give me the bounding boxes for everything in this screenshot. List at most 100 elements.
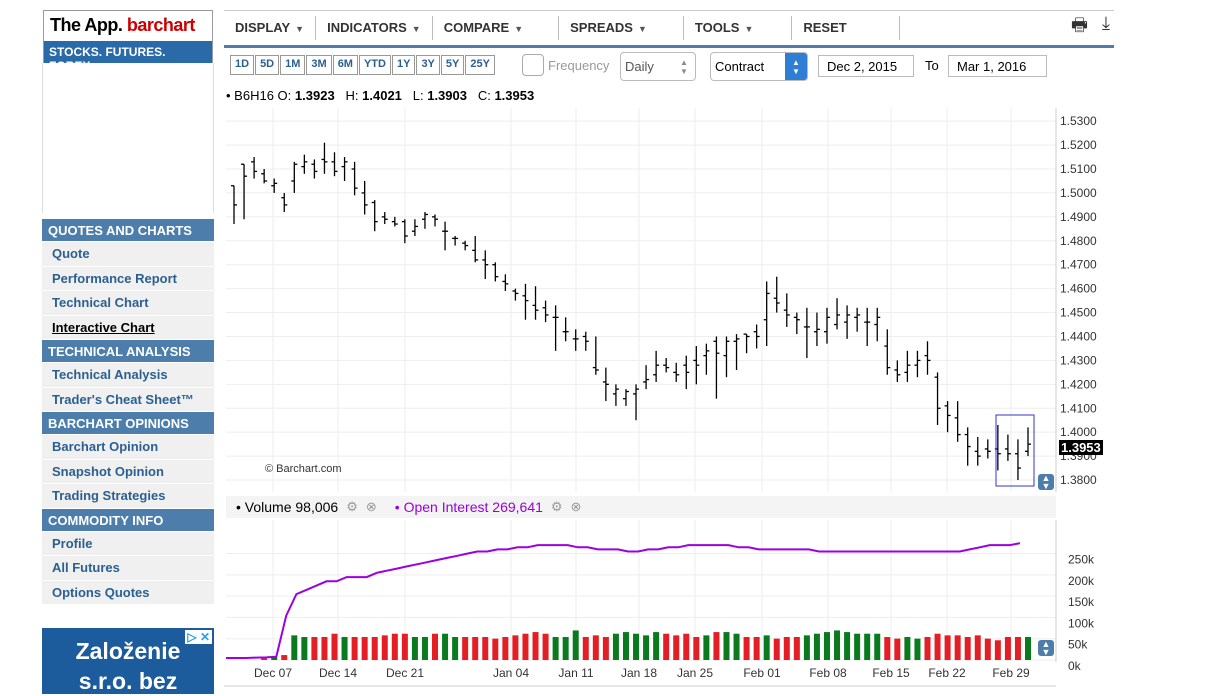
period-button[interactable]: 25Y	[465, 55, 495, 75]
volume-bar	[763, 635, 770, 660]
nav-link[interactable]: Barchart Opinion	[42, 435, 214, 460]
volume-bar	[703, 635, 710, 660]
scroll-arrows-icon[interactable]: ▲ ▼	[1038, 474, 1054, 491]
volume-bar	[803, 635, 810, 660]
volume-bar	[301, 637, 308, 660]
volume-bar	[723, 632, 730, 660]
volume-bar	[773, 638, 780, 660]
tools-menu[interactable]: TOOLS ▼	[684, 16, 793, 40]
select-arrows-icon: ▲ ▼	[785, 53, 807, 80]
volume-bar	[442, 633, 449, 660]
nav-link[interactable]: Interactive Chart	[42, 315, 214, 340]
volume-bar	[311, 637, 318, 660]
close-icon[interactable]: ⊗	[365, 499, 377, 514]
period-button[interactable]: 3M	[306, 55, 332, 75]
period-button[interactable]: 5Y	[440, 55, 465, 75]
ad-banner[interactable]: ▷ ✕ Založenie s.r.o. bez	[42, 628, 214, 694]
selection-box	[995, 414, 1035, 487]
volume-bar	[954, 635, 961, 660]
ad-close-icon[interactable]: ▷ ✕	[185, 630, 212, 644]
nav-link[interactable]: Quote	[42, 242, 214, 267]
volume-bar	[964, 637, 971, 660]
y-tick-label: 1.5100	[1060, 162, 1097, 176]
volume-bar	[321, 637, 328, 660]
volume-bar	[572, 630, 579, 660]
volume-bar	[823, 632, 830, 660]
nav-link[interactable]: Trader's Cheat Sheet™	[42, 387, 214, 412]
volume-bar	[743, 637, 750, 660]
frequency-toggle[interactable]: Frequency	[522, 54, 609, 76]
y-tick-label: 250k	[1068, 553, 1095, 567]
frequency-label: Frequency	[548, 57, 610, 73]
print-icon[interactable]: 🖶	[1071, 15, 1089, 35]
volume-bar	[492, 638, 499, 660]
volume-bar	[452, 637, 459, 660]
volume-bar	[994, 640, 1001, 660]
ohlc-readout: • B6H16 O: 1.3923 H: 1.4021 L: 1.3903 C:…	[226, 88, 535, 103]
volume-bar	[793, 637, 800, 660]
indicators-menu[interactable]: INDICATORS ▼	[316, 16, 433, 40]
volume-bar	[612, 633, 619, 660]
x-tick-label: Feb 15	[872, 666, 910, 680]
period-button[interactable]: 1D	[230, 55, 255, 75]
y-tick-label: 1.4700	[1060, 258, 1097, 272]
spreads-menu[interactable]: SPREADS ▼	[559, 16, 684, 40]
y-tick-label: 100k	[1068, 616, 1095, 630]
nav-link[interactable]: Trading Strategies	[42, 484, 214, 509]
reset-button[interactable]: RESET	[792, 16, 900, 40]
nav-link[interactable]: Snapshot Opinion	[42, 459, 214, 484]
barchart-logo[interactable]: The App. barchart STOCKS. FUTURES. FOREX…	[43, 10, 213, 73]
nav-section-heading: TECHNICAL ANALYSIS	[42, 340, 214, 363]
gear-icon[interactable]: ⚙	[346, 499, 358, 514]
volume-bar	[291, 635, 298, 660]
close-icon[interactable]: ⊗	[570, 499, 582, 514]
y-tick-label: 1.4000	[1060, 425, 1097, 439]
period-button[interactable]: 6M	[332, 55, 358, 75]
volume-bar	[432, 633, 439, 660]
date-to-input[interactable]: Mar 1, 2016	[948, 55, 1047, 77]
volume-bar	[552, 637, 559, 660]
scroll-arrows-icon[interactable]: ▲ ▼	[1038, 640, 1054, 657]
download-icon[interactable]: ⤓	[1102, 13, 1110, 33]
x-tick-label: Feb 01	[743, 666, 781, 680]
frequency-checkbox[interactable]	[522, 54, 544, 76]
x-tick-label: Jan 11	[558, 666, 593, 680]
x-tick-label: Jan 04	[493, 666, 529, 680]
nav-link[interactable]: Options Quotes	[42, 580, 214, 605]
date-from-input[interactable]: Dec 2, 2015	[818, 55, 914, 77]
x-tick-label: Feb 29	[992, 666, 1030, 680]
nav-link[interactable]: All Futures	[42, 556, 214, 581]
volume-bar	[331, 633, 338, 660]
volume-bar	[904, 637, 911, 660]
period-button[interactable]: 3Y	[416, 55, 440, 75]
volume-bar	[462, 637, 469, 660]
frequency-value: Daily	[625, 59, 654, 74]
volume-bar	[924, 637, 931, 660]
volume-bar	[271, 657, 278, 660]
volume-bar	[562, 637, 569, 660]
nav-link[interactable]: Profile	[42, 531, 214, 556]
y-tick-label: 1.5300	[1060, 114, 1097, 128]
date-to-label: To	[925, 58, 939, 73]
contract-select[interactable]: Contract ▲ ▼	[710, 52, 808, 81]
compare-menu[interactable]: COMPARE ▼	[433, 16, 560, 40]
y-tick-label: 1.4600	[1060, 282, 1097, 296]
nav-link[interactable]: Technical Chart	[42, 291, 214, 316]
period-button[interactable]: 5D	[255, 55, 280, 75]
nav-link[interactable]: Performance Report	[42, 266, 214, 291]
period-button[interactable]: 1M	[280, 55, 306, 75]
volume-bar	[421, 637, 428, 660]
nav-link[interactable]: Technical Analysis	[42, 363, 214, 388]
period-button[interactable]: 1Y	[391, 55, 416, 75]
nav-section-heading: COMMODITY INFO	[42, 508, 214, 532]
ad-line-1: Založenie	[75, 638, 181, 664]
frequency-select[interactable]: Daily ▲ ▼	[620, 52, 696, 81]
display-menu[interactable]: DISPLAY ▼	[224, 16, 317, 40]
chart-toolbar: DISPLAY ▼ INDICATORS ▼ COMPARE ▼ SPREADS ▼ T…	[224, 10, 1114, 48]
y-tick-label: 200k	[1068, 574, 1095, 588]
select-arrows-icon: ▲ ▼	[680, 57, 688, 76]
gear-icon[interactable]: ⚙	[550, 499, 563, 514]
period-button[interactable]: YTD	[358, 55, 391, 75]
x-tick-label: Jan 18	[621, 666, 657, 680]
